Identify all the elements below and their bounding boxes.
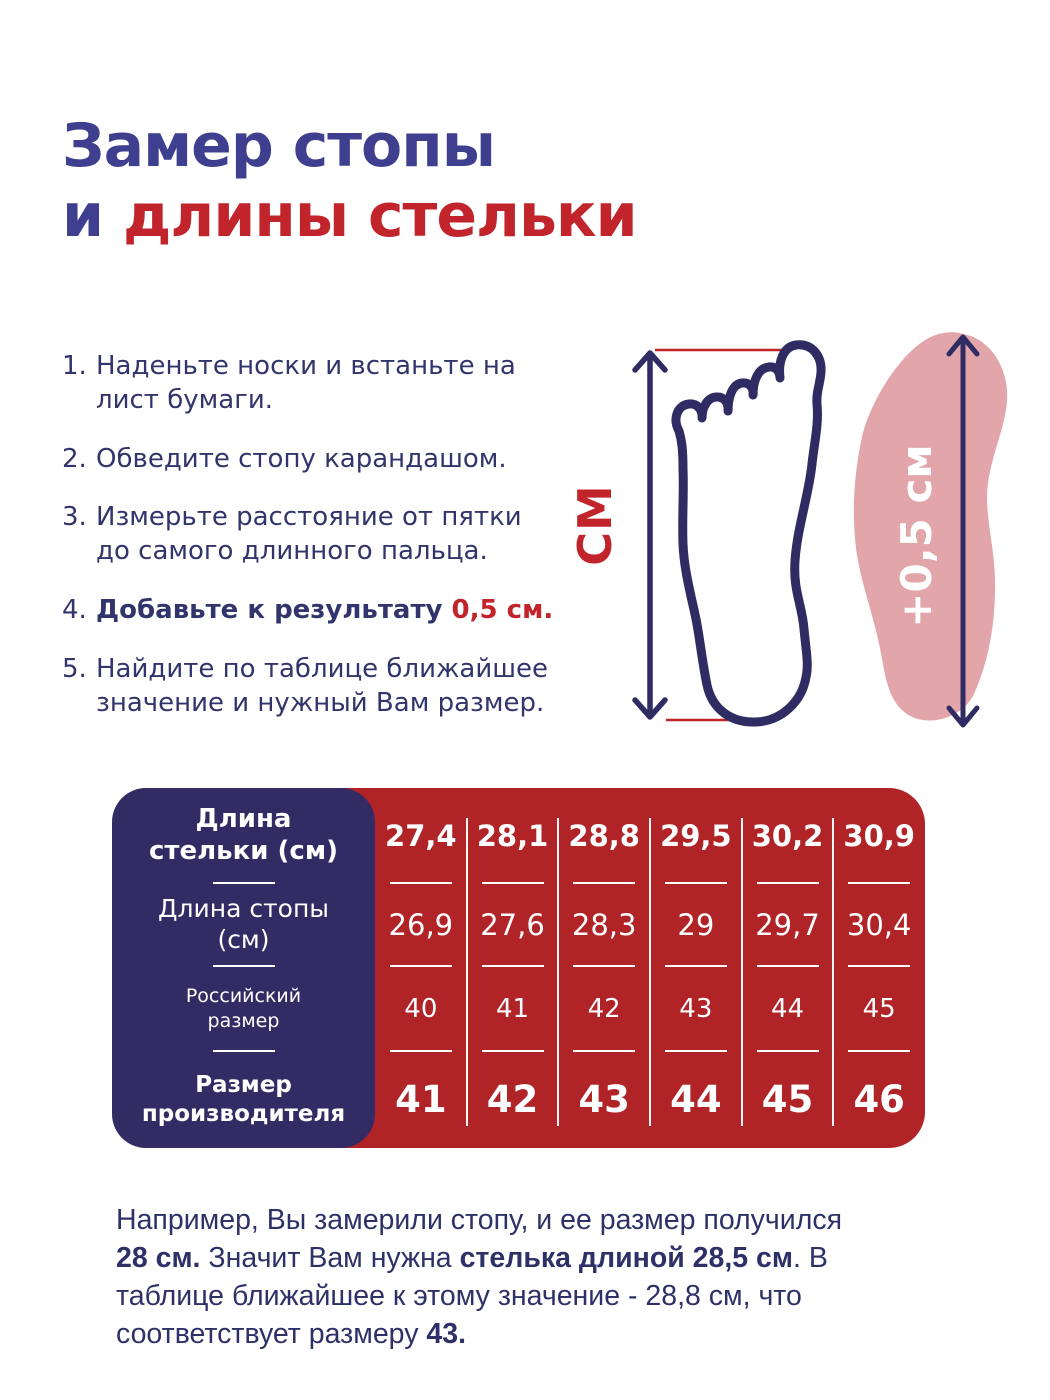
example-bold-insole: стелька длиной 28,5 см [459,1241,793,1274]
table-cell: 27,4 [375,788,467,883]
step-number: 2. [62,443,87,474]
table-cell: 30,9 [833,788,925,883]
row-label-foot-length: Длина стопы (см) [112,883,375,966]
table-cell: 28,1 [467,788,559,883]
table-cell: 29,5 [650,788,742,883]
table-cell: 30,4 [833,883,925,966]
step-text: Измерьте расстояние от пятки до самого д… [96,502,522,567]
step-number: 5. [62,653,87,684]
table-cell: 44 [670,1078,722,1121]
table-cell: 29 [650,883,742,966]
instruction-list: 1. Наденьте носки и встаньте на лист бум… [62,350,602,745]
table-cell: 28,8 [558,788,650,883]
step-item-2: 2. Обведите стопу карандашом. [62,443,602,477]
step-item-5: 5. Найдите по таблице ближайшее значение… [62,653,602,721]
size-table-header-column: Длина стельки (см) Длина стопы (см) Росс… [112,788,375,1148]
size-column-6: 30,9 30,4 45 46 [833,788,925,1148]
size-column-1: 27,4 26,9 40 41 [375,788,468,1148]
step-number: 1. [62,351,87,381]
step-text: Найдите по таблице ближайшее значение и … [96,653,549,718]
table-cell: 42 [558,966,650,1051]
step-text-red: 0,5 см. [451,594,554,625]
table-cell: 43 [650,966,742,1051]
foot-outline-icon [671,340,826,727]
table-cell: 44 [742,966,834,1051]
table-cell: 42 [486,1078,539,1121]
page-title-line1: Замер стопы [62,111,496,181]
step-number: 3. [62,502,87,533]
table-cell: 43 [578,1078,630,1121]
example-text: Например, Вы замерили стопу, и ее размер… [116,1204,843,1350]
table-cell: 26,9 [375,883,467,966]
step-text-bold: Добавьте к результату [96,594,452,625]
size-table: Длина стельки (см) Длина стопы (см) Росс… [112,788,925,1148]
size-column-5: 30,2 29,7 44 45 [742,788,835,1148]
insole-measure-arrow-icon [946,334,980,728]
table-cell: 28,3 [558,883,650,966]
insole-plus-label: +0,5 см [892,444,941,627]
size-column-3: 28,8 28,3 42 43 [558,788,651,1148]
page-title-line2-red: длины стельки [122,180,638,251]
foot-measure-arrow-icon [632,350,668,720]
insole-shape-icon [853,332,1008,721]
step-text: Обведите стопу карандашом. [96,443,507,474]
row-label-maker-size: Размер производителя [141,1071,346,1127]
page-title: Замер стопы и длины стельки [62,111,638,251]
step-text: Добавьте к результату 0,5 см. [96,594,553,628]
table-cell: 46 [853,1078,905,1121]
size-table-values: 27,4 26,9 40 41 28,1 27,6 41 42 28,8 28,… [375,788,925,1148]
step-text: Наденьте носки и встаньте на лист бумаги… [96,351,516,415]
step-item-3: 3. Измерьте расстояние от пятки до самог… [62,501,602,569]
row-label-insole-length: Длина стельки (см) [112,788,375,883]
step-item-4: 4. Добавьте к результату 0,5 см. [62,594,602,628]
example-bold-28cm: 28 см. [116,1241,201,1274]
table-cell: 41 [395,1078,447,1121]
table-cell: 27,6 [467,883,559,966]
table-cell: 30,2 [742,788,834,883]
foot-measure-diagram: СМ +0,5 см [575,332,1008,728]
size-column-4: 29,5 29 43 44 [650,788,743,1148]
table-cell: 40 [375,966,467,1051]
example-bold-size: 43. [426,1317,466,1350]
page-title-line2-blue: и [62,180,123,251]
table-cell: 29,7 [742,883,834,966]
step-number: 4. [62,594,87,625]
table-cell: 45 [761,1078,814,1121]
cm-axis-label: СМ [575,484,622,566]
step-item-1: 1. Наденьте носки и встаньте на лист бум… [62,350,602,418]
size-column-2: 28,1 27,6 41 42 [467,788,560,1148]
row-label-russian-size: Российский размер [112,966,375,1051]
table-cell: 45 [833,966,925,1051]
table-cell: 41 [467,966,559,1051]
